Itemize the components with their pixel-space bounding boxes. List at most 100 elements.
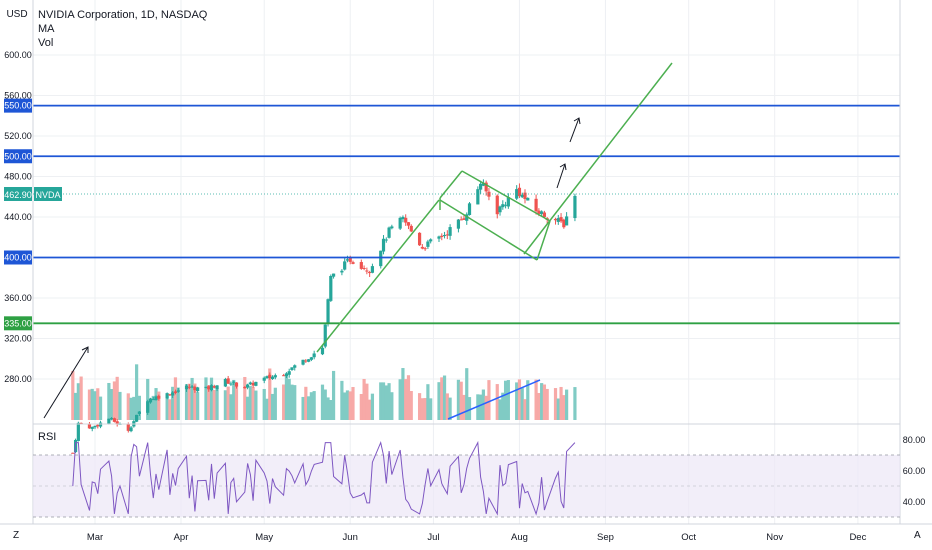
candle-body bbox=[184, 385, 189, 390]
rsi-label[interactable]: RSI bbox=[38, 431, 57, 443]
volume-bar bbox=[265, 398, 269, 420]
level-badges: 550.00 500.00 400.00 335.00 bbox=[4, 98, 32, 331]
volume-bar bbox=[526, 380, 530, 420]
volume-bar bbox=[112, 381, 117, 420]
volume-bar bbox=[251, 386, 255, 420]
candle-body bbox=[93, 425, 97, 428]
volume-bar bbox=[465, 368, 469, 420]
candle-body bbox=[204, 386, 208, 388]
volume-bar bbox=[556, 398, 560, 420]
trend-drawings[interactable] bbox=[43, 62, 673, 420]
trend-line-main[interactable] bbox=[316, 199, 440, 353]
currency-button[interactable]: USD bbox=[6, 9, 28, 20]
candle-body bbox=[326, 299, 330, 324]
arrow-head-3 bbox=[81, 346, 89, 353]
level-badge bbox=[4, 98, 32, 113]
candle-body bbox=[381, 238, 386, 252]
volume-bar bbox=[284, 375, 289, 420]
volume-bar bbox=[110, 389, 114, 420]
volume-bar bbox=[343, 392, 347, 420]
volume-bar bbox=[154, 388, 158, 420]
flag-right-edge[interactable] bbox=[536, 220, 551, 261]
trend-line-projection[interactable] bbox=[523, 62, 673, 255]
candle-body bbox=[426, 241, 430, 247]
candle-body bbox=[168, 394, 172, 396]
volume-bar bbox=[184, 384, 189, 420]
candle-body bbox=[390, 226, 394, 229]
volume-bar bbox=[501, 392, 505, 420]
volume-bar bbox=[387, 383, 391, 420]
candle-body bbox=[173, 391, 178, 394]
grid-lines bbox=[33, 0, 900, 524]
candle-body bbox=[523, 192, 527, 200]
candle-body bbox=[420, 246, 424, 249]
volume-trend-line[interactable] bbox=[447, 379, 541, 420]
volume-bar bbox=[165, 398, 169, 420]
flag-top-line[interactable] bbox=[461, 170, 551, 222]
flag-lower-line[interactable] bbox=[439, 199, 538, 261]
auto-scale-button[interactable]: A bbox=[914, 530, 921, 541]
volume-bar bbox=[132, 396, 136, 420]
candle-body bbox=[501, 204, 505, 208]
candle-body bbox=[87, 424, 92, 429]
volume-bar bbox=[115, 376, 119, 420]
arrow-line-3[interactable] bbox=[43, 346, 89, 419]
last-price-symbol: NVDA bbox=[35, 190, 60, 200]
volume-bar bbox=[348, 391, 352, 420]
volume-bar bbox=[137, 395, 141, 420]
candle-body bbox=[307, 359, 311, 362]
candle-body bbox=[562, 219, 566, 228]
volume-bar bbox=[173, 377, 178, 420]
candle-body bbox=[329, 275, 333, 301]
volume-bar bbox=[90, 388, 94, 420]
candle-body bbox=[265, 376, 269, 379]
symbol-title[interactable]: NVIDIA Corporation, 1D, NASDAQ bbox=[38, 9, 208, 21]
volume-bar bbox=[401, 368, 405, 420]
candle-body bbox=[151, 399, 155, 401]
level-badge-label: 400.00 bbox=[4, 253, 32, 263]
candle-body bbox=[187, 386, 191, 388]
candle-body bbox=[462, 218, 466, 220]
volume-bar bbox=[565, 389, 569, 420]
volume-bar bbox=[456, 379, 461, 420]
candle-body bbox=[479, 183, 483, 190]
level-badge-label: 500.00 bbox=[4, 151, 32, 161]
candle-body bbox=[251, 382, 255, 386]
arrow-line-1[interactable] bbox=[556, 163, 566, 189]
candle-body bbox=[301, 359, 305, 365]
horizontal-levels[interactable] bbox=[33, 104, 900, 325]
volume-bar bbox=[362, 378, 366, 420]
time-tick-label: Jun bbox=[343, 532, 358, 543]
candle-body bbox=[445, 234, 449, 236]
volume-bar bbox=[365, 383, 369, 420]
candle-body bbox=[517, 187, 522, 197]
price-tick-label: 360.00 bbox=[4, 293, 32, 303]
volume-bar bbox=[176, 387, 180, 420]
indicator-vol-label[interactable]: Vol bbox=[38, 37, 54, 49]
candle-body bbox=[465, 214, 469, 221]
candle-body bbox=[540, 211, 544, 214]
level-badge-label: 550.00 bbox=[4, 101, 32, 111]
candle-body bbox=[559, 217, 563, 222]
indicator-ma-label[interactable]: MA bbox=[38, 23, 55, 35]
candle-body bbox=[379, 250, 383, 267]
zoom-reset-button[interactable]: Z bbox=[13, 530, 20, 541]
arrow-line-2[interactable] bbox=[569, 117, 580, 143]
price-axis[interactable] bbox=[32, 0, 901, 524]
candle-body bbox=[287, 371, 291, 375]
candle-body bbox=[248, 382, 252, 385]
volume-bar bbox=[534, 379, 538, 420]
volume-bar bbox=[537, 393, 541, 420]
candle-body bbox=[146, 401, 150, 413]
rsi-panel[interactable] bbox=[33, 423, 900, 518]
flag-upper-line[interactable] bbox=[439, 170, 463, 199]
time-tick-label: Mar bbox=[87, 532, 103, 543]
volume-bar bbox=[168, 399, 172, 420]
time-tick-label: Apr bbox=[174, 532, 189, 543]
price-tick-label: 560.00 bbox=[4, 91, 32, 101]
volume-bar bbox=[340, 380, 344, 420]
candle-body bbox=[262, 377, 266, 381]
candle-body bbox=[135, 414, 139, 422]
volume-bar bbox=[79, 376, 83, 420]
